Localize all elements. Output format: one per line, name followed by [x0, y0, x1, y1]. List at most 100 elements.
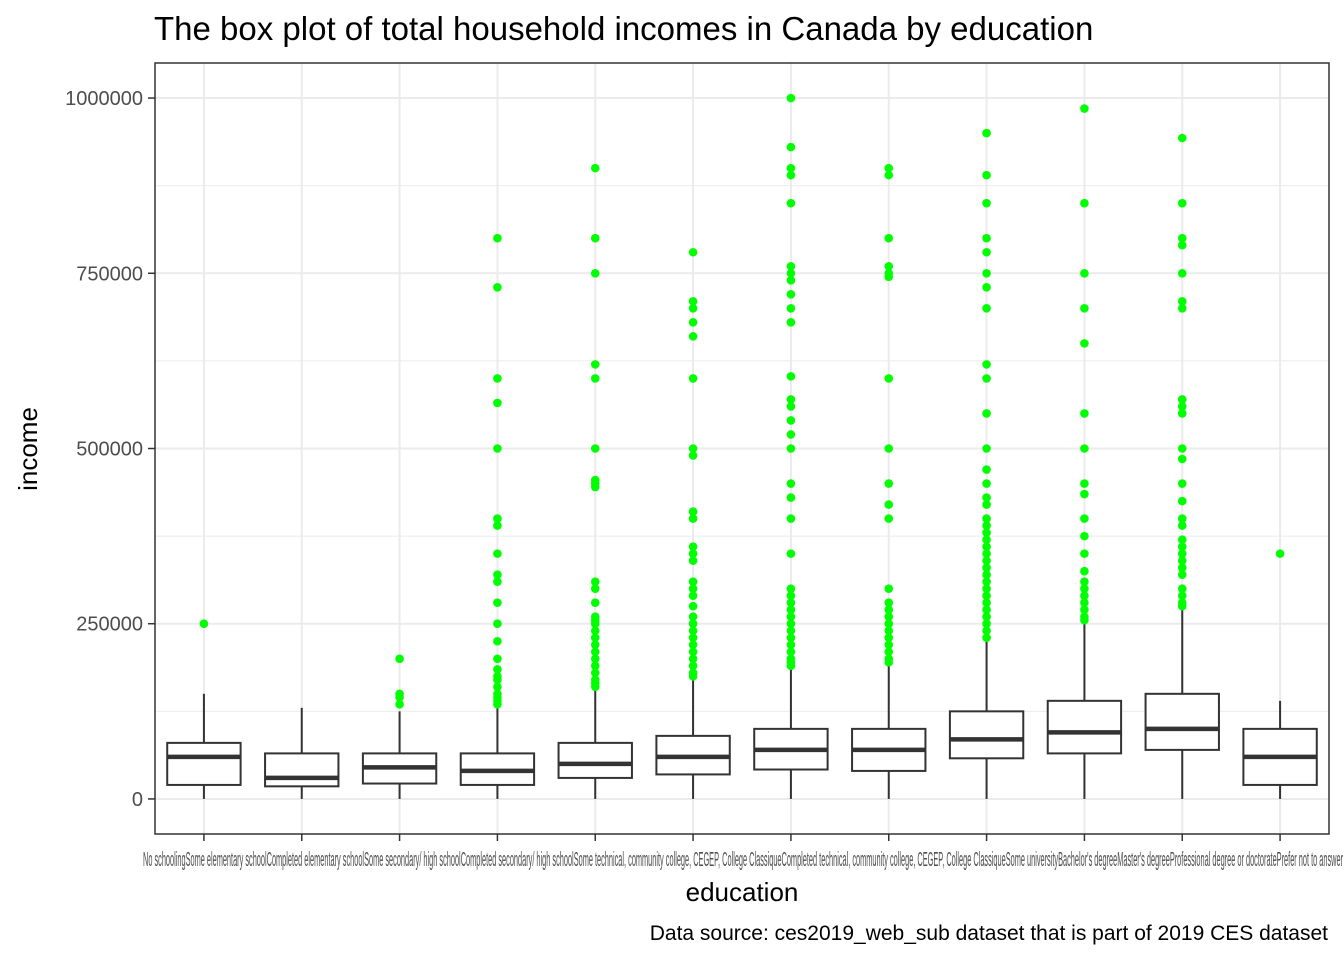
y-tick-label: 750000 [76, 263, 143, 285]
outlier-point [590, 475, 600, 485]
outlier-point [982, 282, 991, 292]
outlier-point [688, 514, 698, 523]
outlier-point [1177, 479, 1187, 488]
outliers [199, 93, 1285, 709]
box-8 [851, 665, 927, 799]
outlier-point [786, 626, 796, 636]
outlier-point [493, 514, 502, 523]
outlier-point [1177, 556, 1187, 565]
outlier-point [982, 528, 991, 537]
outlier-point [982, 233, 991, 243]
outlier-point [982, 612, 991, 622]
outlier-point [493, 444, 502, 453]
outlier-point [982, 591, 991, 600]
outlier-point [786, 479, 796, 488]
outlier-point [786, 549, 796, 558]
outlier-point [1177, 591, 1187, 600]
outlier-point [982, 570, 991, 579]
outlier-point [786, 170, 796, 180]
outlier-point [884, 640, 894, 650]
outlier-point [884, 626, 894, 636]
outlier-point [982, 556, 991, 565]
outlier-point [590, 374, 600, 383]
outlier-point [493, 570, 502, 579]
outlier-point [1275, 549, 1285, 558]
outlier-point [786, 395, 796, 404]
box-10 [1046, 623, 1123, 799]
outlier-point [1080, 531, 1089, 541]
outlier-point [590, 268, 600, 278]
outlier-point [1080, 605, 1089, 615]
outlier-point [982, 304, 991, 313]
chart-title: The box plot of total household incomes … [154, 10, 1093, 47]
outlier-point [884, 268, 894, 278]
box-7 [753, 667, 829, 799]
outlier-point [786, 318, 796, 327]
outlier-point [884, 605, 894, 615]
outlier-point [1177, 514, 1187, 523]
outlier-point [493, 549, 502, 558]
outlier-point [982, 360, 991, 369]
outlier-point [590, 661, 600, 671]
outlier-point [688, 444, 698, 453]
outlier-point [688, 612, 698, 622]
outlier-point [982, 198, 991, 208]
outlier-point [493, 654, 502, 664]
outlier-point [982, 374, 991, 383]
axis-ticks: 0 250000 500000 750000 1000000 [65, 88, 1281, 841]
outlier-point [1177, 304, 1187, 313]
outlier-point [1177, 233, 1187, 243]
outlier-point [982, 514, 991, 523]
outlier-point [884, 444, 894, 453]
outlier-point [493, 398, 502, 408]
outlier-point [982, 598, 991, 607]
outlier-point [786, 93, 796, 103]
outlier-point [786, 605, 796, 615]
outlier-point [688, 619, 698, 629]
outlier-point [982, 465, 991, 474]
x-tick-labels: No schoolingSome elementary schoolComple… [143, 849, 1343, 871]
box-iqr [1046, 699, 1123, 755]
outlier-point [982, 542, 991, 551]
outlier-point [1080, 612, 1089, 622]
outlier-point [688, 661, 698, 671]
outlier-point [982, 409, 991, 418]
box-3 [361, 711, 438, 799]
outlier-point [688, 549, 698, 558]
outlier-point [982, 584, 991, 593]
outlier-point [590, 584, 600, 593]
outlier-point [1177, 598, 1187, 607]
outlier-point [884, 233, 894, 243]
box-iqr [1144, 692, 1220, 751]
outlier-point [590, 647, 600, 657]
outlier-point [1177, 570, 1187, 579]
outlier-point [590, 668, 600, 678]
outlier-point [884, 584, 894, 593]
outlier-point [688, 647, 698, 657]
outlier-point [1177, 268, 1187, 278]
outlier-point [688, 507, 698, 516]
outlier-point [786, 163, 796, 173]
outlier-point [786, 598, 796, 607]
outlier-point [688, 297, 698, 306]
outlier-point [1177, 521, 1187, 530]
outlier-point [1080, 549, 1089, 558]
box-iqr [557, 741, 633, 779]
outlier-point [982, 577, 991, 586]
outlier-point [982, 268, 991, 278]
outlier-point [1080, 598, 1089, 607]
outlier-point [982, 521, 991, 530]
outlier-point [786, 654, 796, 664]
y-tick-label: 0 [132, 789, 143, 811]
outlier-point [590, 612, 600, 622]
outlier-point [1080, 339, 1089, 348]
outlier-point [1177, 542, 1187, 551]
box-9 [948, 641, 1025, 799]
outlier-point [1177, 535, 1187, 544]
outlier-point [884, 598, 894, 607]
outlier-point [493, 577, 502, 586]
outlier-point [1177, 198, 1187, 208]
outlier-point [590, 640, 600, 650]
outlier-point [590, 633, 600, 643]
outlier-point [982, 479, 991, 488]
